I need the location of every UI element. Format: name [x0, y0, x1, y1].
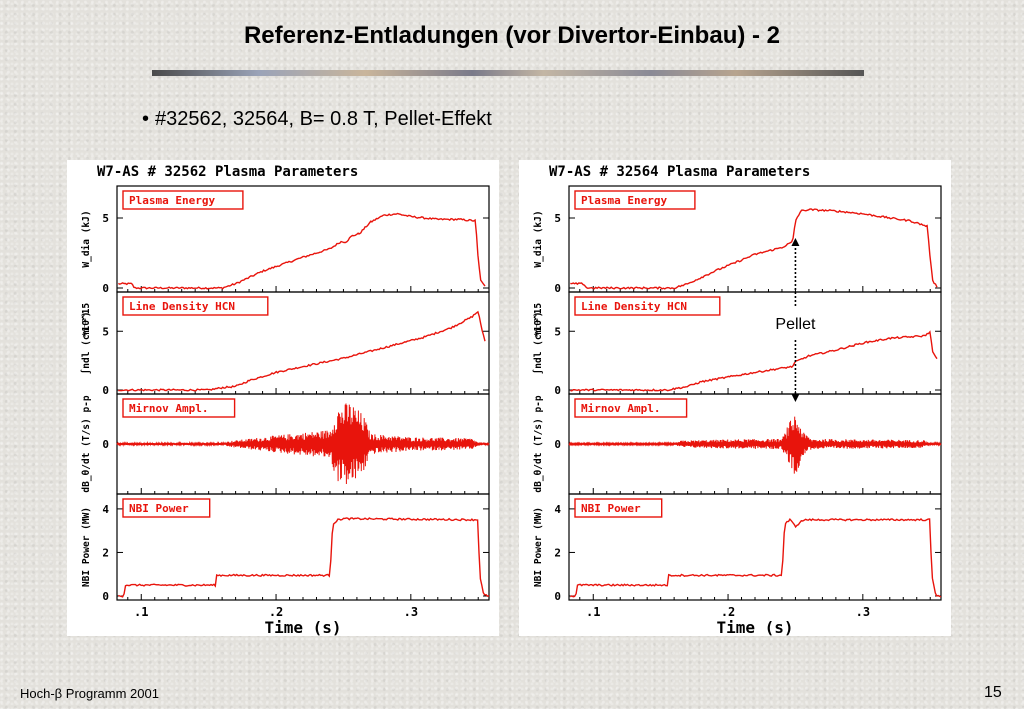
y-tick-label: 0 [102, 590, 109, 603]
bullet-text: #32562, 32564, B= 0.8 T, Pellet-Effekt [155, 108, 492, 130]
page-number: 15 [984, 684, 1002, 701]
y-tick-label: 2 [554, 546, 561, 559]
y-tick-label: 0 [102, 384, 109, 397]
x-tick-label: .3 [856, 605, 870, 619]
y-axis-label: W_dia (kJ) [81, 210, 92, 267]
pellet-label-bg [769, 312, 822, 334]
panel-label-box [574, 296, 721, 316]
panel-label: NBI Power [129, 502, 189, 515]
x-axis-label: Time (s) [716, 618, 793, 637]
panel-label: Line Density HCN [581, 300, 687, 313]
y-tick-label: 4 [554, 503, 561, 516]
y-tick-label: 0 [102, 282, 109, 295]
down-arrow-icon [791, 394, 800, 402]
bullet-dot-icon: • [142, 108, 150, 130]
data-trace [118, 310, 486, 392]
panel-label-box [574, 498, 663, 518]
data-trace [116, 403, 490, 485]
panel-label-box [122, 190, 244, 210]
up-arrow-icon [791, 238, 800, 246]
y-tick-label: 0 [554, 590, 561, 603]
data-trace [118, 517, 490, 598]
y-axis-label: NBI Power (MW) [533, 507, 544, 587]
panel-nbi-power: 0 2 4 NBI Power (MW) NBI Power [81, 493, 490, 603]
y-axis-label: dB_θ/dt (T/s) p-p [533, 395, 544, 493]
slide-title: Referenz-Entladungen (vor Divertor-Einba… [243, 22, 781, 49]
x-tick-label: .1 [586, 605, 600, 619]
panel-label-box [122, 296, 269, 316]
y-tick-label: 5 [554, 325, 561, 338]
y-axis-label: ∫ndl (cm⁻²) [532, 312, 544, 375]
pellet-label: Pellet [775, 316, 816, 333]
y-tick-label: 0 [554, 438, 561, 451]
panel-label: Line Density HCN [129, 300, 235, 313]
y-axis-label: dB_θ/dt (T/s) p-p [81, 395, 92, 493]
y-axis-label: NBI Power (MW) [81, 507, 92, 587]
x-tick-label: .3 [404, 605, 418, 619]
pellet-annotation: Pellet [769, 238, 822, 402]
data-trace [570, 330, 938, 392]
panel-label: NBI Power [581, 502, 641, 515]
y-tick-label: 5 [102, 212, 109, 225]
panel-line-density-hcn: 0 5 ∫ndl (cm⁻²)*10^15 Line Density HCN [80, 291, 490, 397]
footer-program-label: Hoch-β Programm 2001 [20, 686, 159, 701]
y-tick-label: 4 [102, 503, 109, 516]
y-tick-label: 2 [102, 546, 109, 559]
title-divider [152, 70, 864, 76]
panel-label: Plasma Energy [581, 194, 667, 207]
panel-nbi-power: 0 2 4 NBI Power (MW) NBI Power [533, 493, 942, 603]
bullet-point: • #32562, 32564, B= 0.8 T, Pellet-Effekt [142, 108, 492, 131]
figure-title: W7-AS # 32562 Plasma Parameters [97, 164, 358, 180]
data-trace [118, 212, 486, 290]
panel-label: Mirnov Ampl. [129, 402, 208, 415]
x-tick-label: .1 [134, 605, 148, 619]
y-tick-label: 5 [554, 212, 561, 225]
data-trace [568, 416, 942, 474]
data-trace [570, 208, 938, 290]
y-axis-multiplier: *10^15 [533, 303, 544, 338]
panel-label-box [574, 190, 696, 210]
figure-background [519, 160, 951, 636]
figure-title: W7-AS # 32564 Plasma Parameters [549, 164, 810, 180]
panel-mirnov-ampl-: 0 dB_θ/dt (T/s) p-p Mirnov Ampl. [533, 393, 942, 495]
data-trace [569, 518, 942, 598]
x-axis-label: Time (s) [264, 618, 341, 637]
y-axis-label: W_dia (kJ) [533, 210, 544, 267]
y-tick-label: 0 [554, 282, 561, 295]
y-axis-multiplier: *10^15 [81, 303, 92, 338]
panel-line-density-hcn: 0 5 ∫ndl (cm⁻²)*10^15 Line Density HCN [532, 291, 942, 397]
x-tick-label: .2 [721, 605, 735, 619]
panel-label-box [122, 398, 236, 418]
panel-label-box [574, 398, 688, 418]
y-tick-label: 0 [102, 438, 109, 451]
x-tick-label: .2 [269, 605, 283, 619]
figure-background [67, 160, 499, 636]
y-axis-label: ∫ndl (cm⁻²) [80, 312, 92, 375]
panel-mirnov-ampl-: 0 dB_θ/dt (T/s) p-p Mirnov Ampl. [81, 393, 490, 495]
panel-label: Plasma Energy [129, 194, 215, 207]
y-tick-label: 5 [102, 325, 109, 338]
panel-label-box [122, 498, 211, 518]
y-tick-label: 0 [554, 384, 561, 397]
panel-label: Mirnov Ampl. [581, 402, 660, 415]
